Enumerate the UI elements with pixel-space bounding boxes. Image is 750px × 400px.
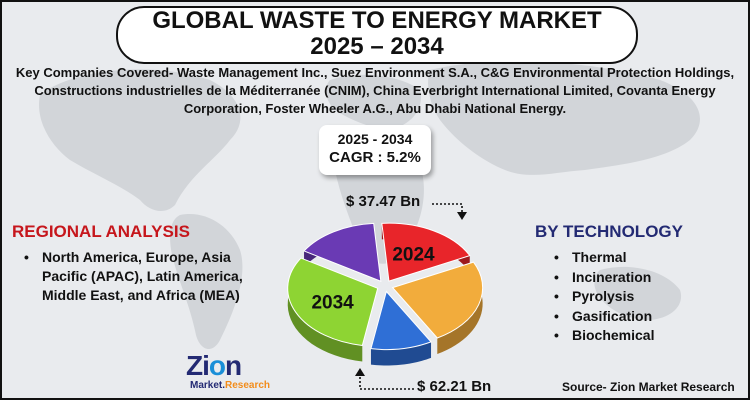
logo-wordmark: Zion	[186, 350, 242, 381]
cagr-period: 2025 - 2034	[337, 131, 413, 147]
value-label-2024: $ 37.47 Bn	[346, 193, 421, 210]
page-title: GLOBAL WASTE TO ENERGY MARKET	[152, 7, 602, 34]
title-box: GLOBAL WASTE TO ENERGY MARKET 2025 – 203…	[116, 6, 638, 64]
technology-title: BY TECHNOLOGY	[535, 222, 683, 241]
page-subtitle-years: 2025 – 2034	[310, 33, 444, 60]
technology-item-thermal: Thermal	[550, 248, 654, 268]
regional-analysis-title: REGIONAL ANALYSIS	[12, 222, 190, 241]
pie-slice-0	[381, 222, 471, 282]
leader-arrow-2034	[355, 368, 365, 376]
pie-label-2034: 2034	[311, 292, 354, 313]
value-label-2034: $ 62.21 Bn	[417, 378, 492, 395]
pie-slice-2	[370, 290, 432, 351]
pie-slice-side-1	[437, 262, 483, 355]
regional-item: North America, Europe, Asia Pacific (APA…	[20, 248, 270, 305]
logo-subtitle: Market.Research	[190, 380, 271, 391]
technology-item-gasification: Gasification	[550, 307, 654, 327]
zion-logo: Zion Market.Research	[186, 350, 272, 394]
source-text: Source- Zion Market Research	[562, 380, 735, 394]
key-companies-text: Key Companies Covered- Waste Management …	[15, 65, 735, 116]
pie-slice-1	[391, 261, 484, 339]
technology-item-biochemical: Biochemical	[550, 326, 654, 346]
cagr-box: 2025 - 2034 CAGR : 5.2%	[319, 125, 431, 175]
pie-slice-4	[303, 222, 382, 283]
pie-slice-3	[287, 257, 379, 346]
leader-line-2025	[432, 203, 463, 214]
technology-item-pyrolysis: Pyrolysis	[550, 287, 654, 307]
regional-list: North America, Europe, Asia Pacific (APA…	[20, 248, 270, 305]
leader-arrow-2025	[457, 212, 467, 220]
pie-slice-side-2	[370, 341, 432, 366]
leader-line-2034	[359, 374, 414, 390]
pie-label-2024: 2024	[392, 244, 435, 265]
pie-slice-side-3	[287, 258, 363, 362]
cagr-value: CAGR : 5.2%	[329, 149, 421, 166]
technology-list: Thermal Incineration Pyrolysis Gasificat…	[550, 248, 654, 346]
technology-item-incineration: Incineration	[550, 268, 654, 288]
